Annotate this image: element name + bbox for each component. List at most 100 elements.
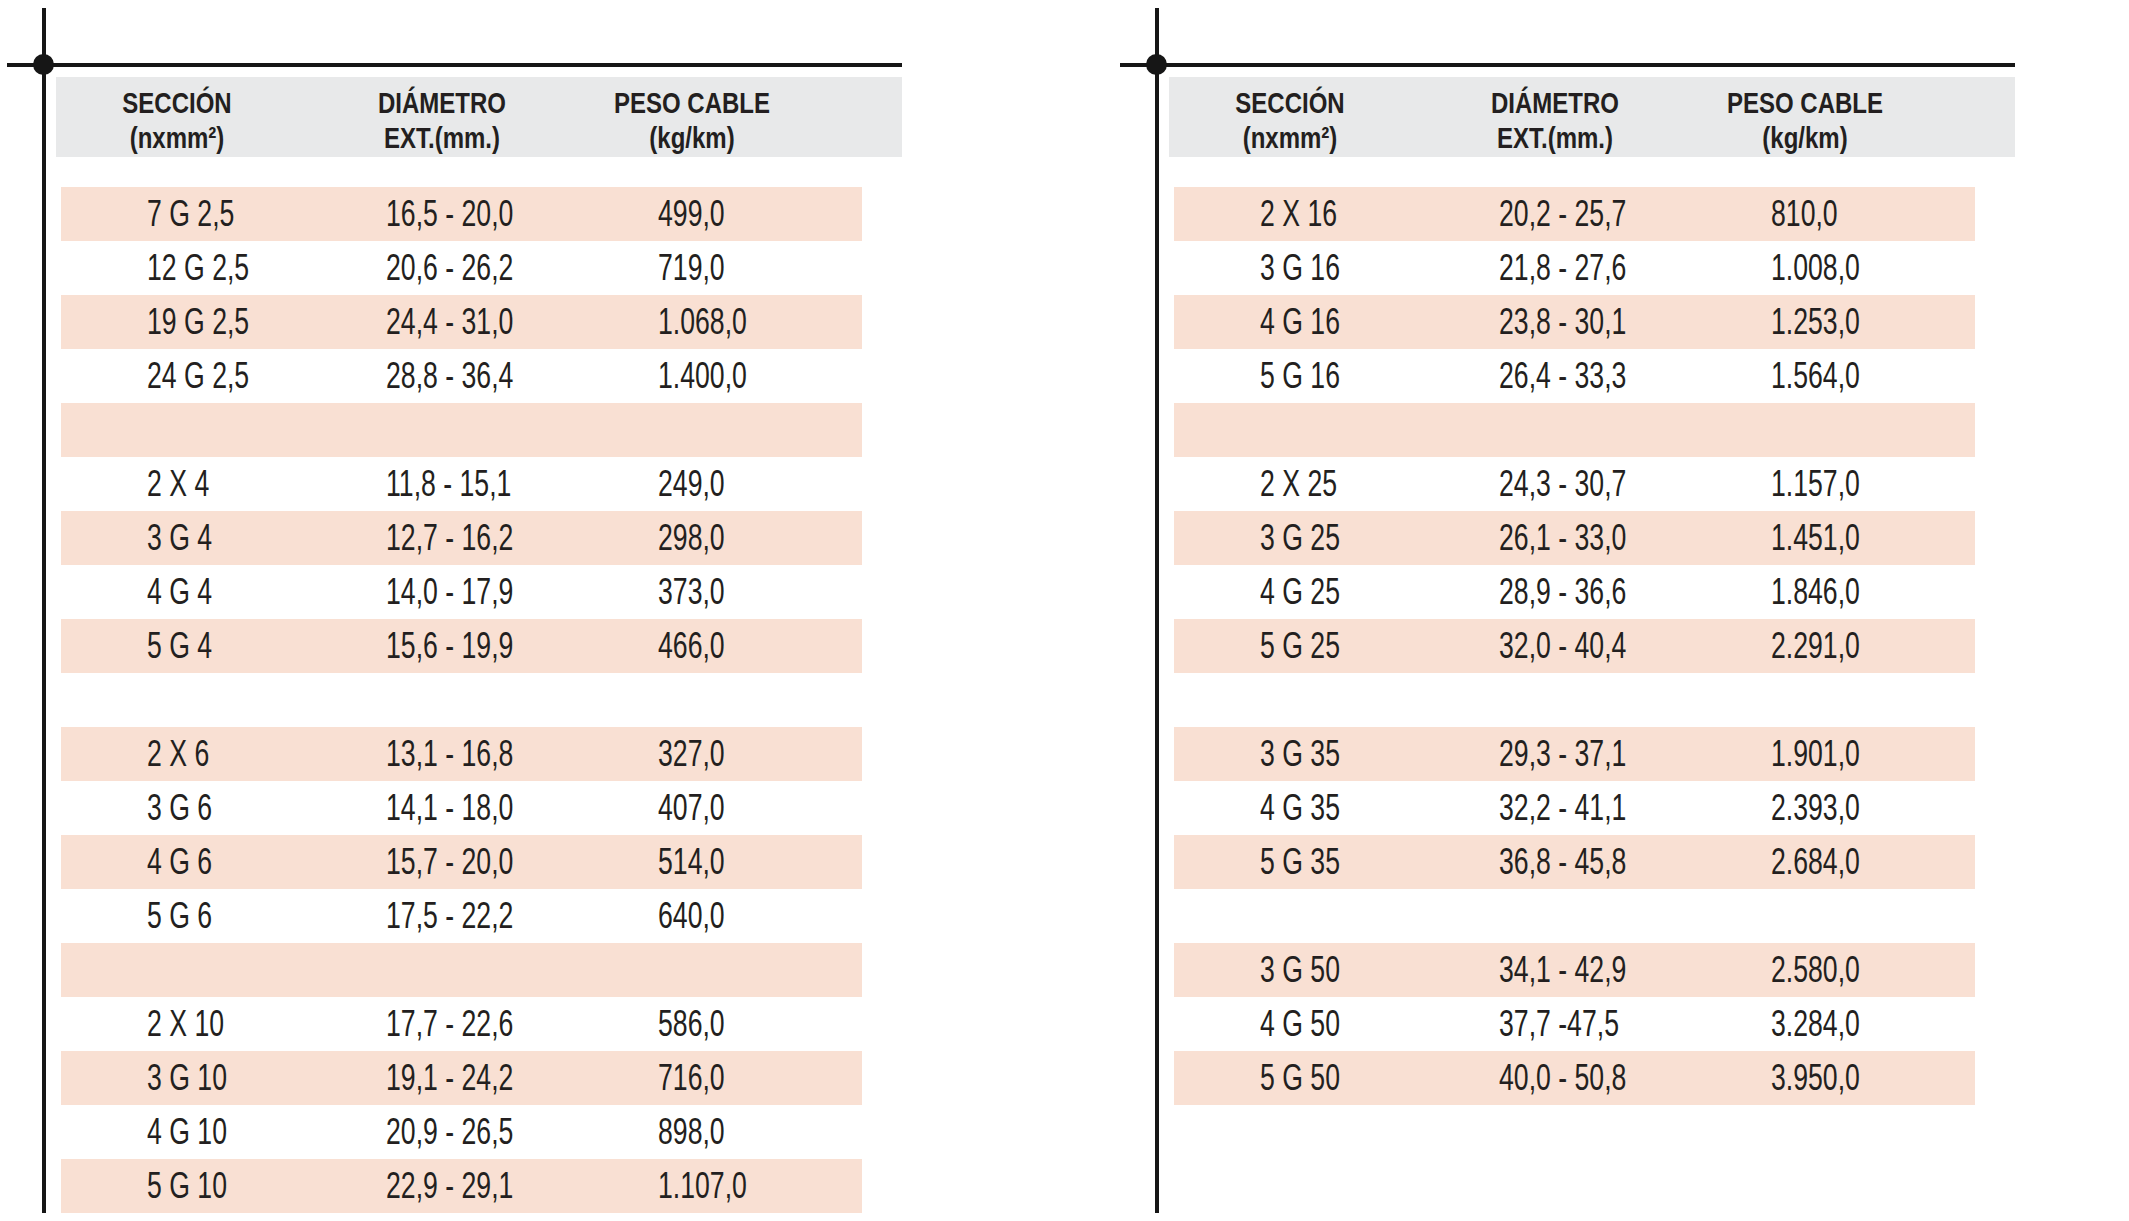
cell-text: 5 G 10 [147,1159,227,1213]
diameter-cell: 26,4 - 33,3 [1499,349,1676,403]
cell-text: 466,0 [658,619,725,673]
cell-text: 5 G 16 [1260,349,1340,403]
diameter-cell: 21,8 - 27,6 [1499,241,1676,295]
section-cell: 5 G 50 [1260,1051,1371,1105]
cell-text: 34,1 - 42,9 [1499,943,1626,997]
table-row: 3 G 614,1 - 18,0407,0 [61,781,862,835]
section-cell: 2 X 25 [1260,457,1367,511]
table-row: 3 G 1621,8 - 27,61.008,0 [1174,241,1975,295]
diameter-cell: 28,9 - 36,6 [1499,565,1676,619]
separator-row [61,403,862,457]
cell-text: 2 X 10 [147,997,224,1051]
cell-text: 24,4 - 31,0 [386,295,513,349]
weight-cell: 1.400,0 [658,349,781,403]
diameter-cell: 17,7 - 22,6 [386,997,563,1051]
cell-text: 24 G 2,5 [147,349,249,403]
header-diametro-line2: EXT.(mm.) [322,120,562,155]
header-seccion: SECCIÓN (nxmm²) [27,77,327,157]
cell-text: 4 G 10 [147,1105,227,1159]
section-cell: 4 G 35 [1260,781,1371,835]
table-body: 7 G 2,516,5 - 20,0499,012 G 2,520,6 - 26… [61,187,862,1213]
section-cell: 4 G 50 [1260,997,1371,1051]
table-row: 2 X 2524,3 - 30,71.157,0 [1174,457,1975,511]
header-peso-line2: (kg/km) [1685,120,1925,155]
diameter-cell: 11,8 - 15,1 [386,457,560,511]
diameter-cell: 16,5 - 20,0 [386,187,563,241]
table-row: 2 X 10 17,7 - 22,6 586,0 [61,997,862,1051]
table-header: SECCIÓN (nxmm²) DIÁMETRO EXT.(mm.) PESO … [1169,77,2015,157]
section-cell: 3 G 6 [147,781,238,835]
weight-cell: 898,0 [658,1105,751,1159]
weight-cell: 2.684,0 [1771,835,1894,889]
cell-text: 19 G 2,5 [147,295,249,349]
diameter-cell: 12,7 - 16,2 [386,511,563,565]
cell-text: 640,0 [658,889,725,943]
cell-text: 5 G 6 [147,889,212,943]
table-row: 2 X 411,8 - 15,1249,0 [61,457,862,511]
cell-text: 15,6 - 19,9 [386,619,513,673]
weight-cell: 1.253,0 [1771,295,1894,349]
separator-row [1174,403,1975,457]
section-cell: 5 G 35 [1260,835,1371,889]
cell-text: 2.393,0 [1771,781,1860,835]
weight-cell: 586,0 [658,997,751,1051]
table-row: 5 G 2532,0 - 40,42.291,0 [1174,619,1975,673]
weight-cell: 2.393,0 [1771,781,1894,835]
header-diametro-line2: EXT.(mm.) [1435,120,1675,155]
table-row: 24 G 2,5 28,8 - 36,4 1.400,0 [61,349,862,403]
cell-text: 12 G 2,5 [147,241,249,295]
section-cell: 5 G 25 [1260,619,1371,673]
diameter-cell: 32,2 - 41,1 [1499,781,1676,835]
cell-text: 3 G 16 [1260,241,1340,295]
section-cell: 2 X 6 [147,727,233,781]
cell-text: 28,8 - 36,4 [386,349,513,403]
table-row: 5 G 415,6 - 19,9466,0 [61,619,862,673]
cell-text: 810,0 [1771,187,1838,241]
crop-mark-horizontal-line [1120,63,2015,67]
cell-text: 1.157,0 [1771,457,1860,511]
cell-text: 1.564,0 [1771,349,1860,403]
weight-cell: 640,0 [658,889,751,943]
table-row: 3 G 5034,1 - 42,92.580,0 [1174,943,1975,997]
table-row: 3 G 1019,1 - 24,2716,0 [61,1051,862,1105]
cell-text: 4 G 6 [147,835,212,889]
section-cell: 4 G 10 [147,1105,258,1159]
section-cell: 12 G 2,5 [147,241,289,295]
diameter-cell: 20,6 - 26,2 [386,241,563,295]
weight-cell: 1.901,0 [1771,727,1894,781]
cell-text: 4 G 4 [147,565,212,619]
cell-text: 22,9 - 29,1 [386,1159,513,1213]
weight-cell: 1.157,0 [1771,457,1894,511]
table-row: 5 G 1022,9 - 29,11.107,0 [61,1159,862,1213]
section-cell: 3 G 4 [147,511,238,565]
cell-text: 19,1 - 24,2 [386,1051,513,1105]
cell-text: 1.451,0 [1771,511,1860,565]
weight-cell: 2.580,0 [1771,943,1894,997]
table-row: 4 G 1020,9 - 26,5898,0 [61,1105,862,1159]
cell-text: 13,1 - 16,8 [386,727,513,781]
cable-spec-table-right: SECCIÓN (nxmm²) DIÁMETRO EXT.(mm.) PESO … [1113,0,2129,1221]
cell-text: 2.291,0 [1771,619,1860,673]
table-row: 5 G 16 26,4 - 33,3 1.564,0 [1174,349,1975,403]
diameter-cell: 15,6 - 19,9 [386,619,563,673]
cell-text: 14,1 - 18,0 [386,781,513,835]
weight-cell: 466,0 [658,619,751,673]
cell-text: 1.400,0 [658,349,747,403]
cell-text: 2 X 6 [147,727,209,781]
weight-cell: 716,0 [658,1051,751,1105]
cell-text: 3 G 4 [147,511,212,565]
header-diametro-line1: DIÁMETRO [322,85,562,120]
cell-text: 26,4 - 33,3 [1499,349,1626,403]
header-seccion-line1: SECCIÓN [1170,85,1410,120]
section-cell: 3 G 16 [1260,241,1371,295]
cell-text: 40,0 - 50,8 [1499,1051,1626,1105]
weight-cell: 3.950,0 [1771,1051,1894,1105]
cell-text: 586,0 [658,997,725,1051]
header-peso-line2: (kg/km) [572,120,812,155]
weight-cell: 249,0 [658,457,751,511]
section-cell: 3 G 35 [1260,727,1371,781]
cell-text: 5 G 35 [1260,835,1340,889]
cell-text: 5 G 25 [1260,619,1340,673]
cell-text: 20,2 - 25,7 [1499,187,1626,241]
cell-text: 3.284,0 [1771,997,1860,1051]
